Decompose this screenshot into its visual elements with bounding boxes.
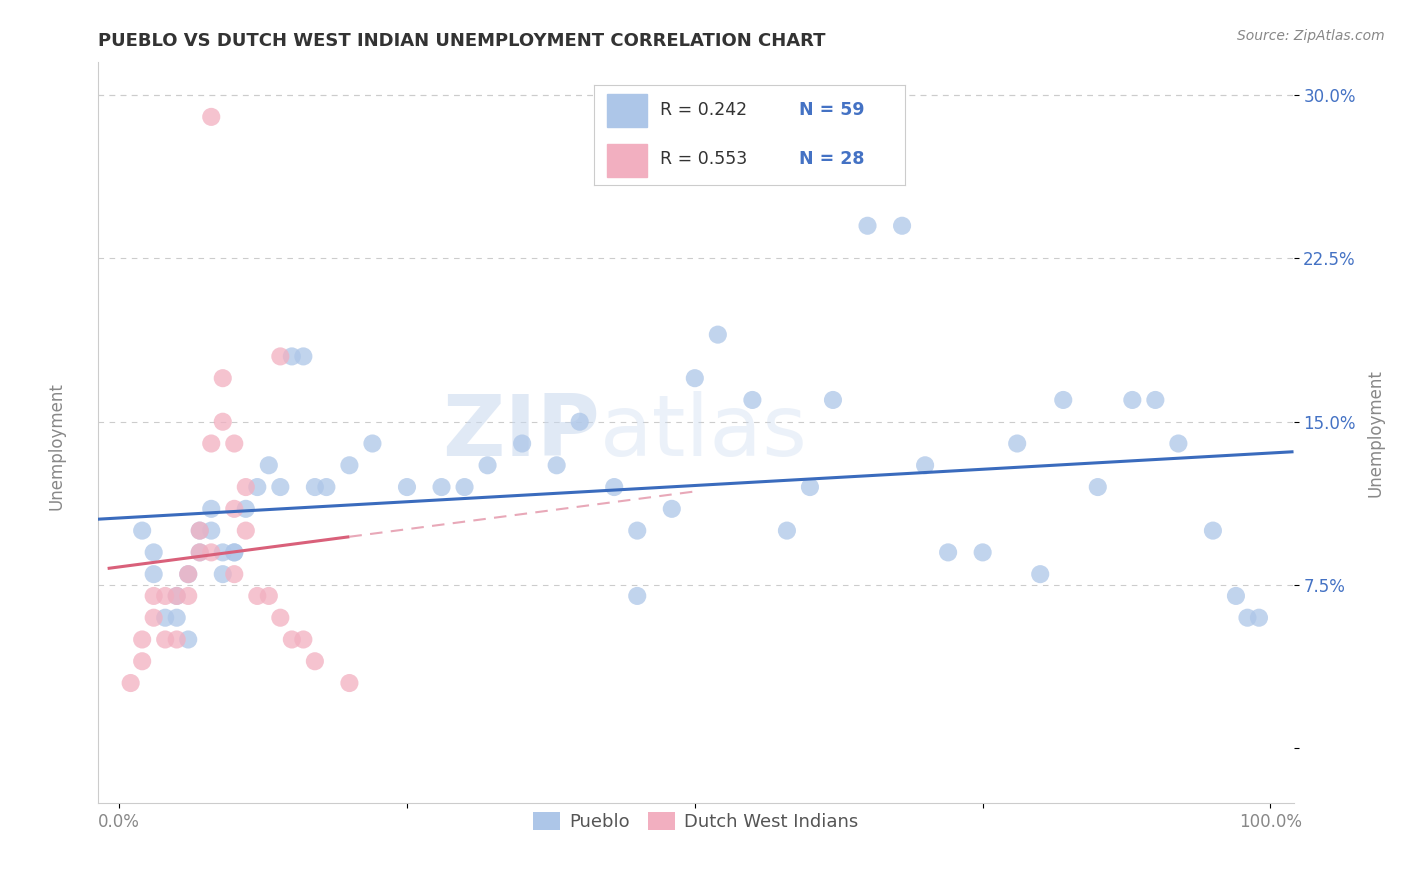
Point: [224, 545, 246, 559]
Point: [200, 545, 222, 559]
Point: [568, 415, 591, 429]
Point: [339, 676, 361, 690]
Point: [235, 501, 257, 516]
Point: [891, 219, 914, 233]
Point: [292, 632, 315, 647]
Point: [1236, 611, 1258, 625]
Point: [200, 436, 222, 450]
Point: [269, 480, 291, 494]
Text: Source: ZipAtlas.com: Source: ZipAtlas.com: [1237, 29, 1385, 43]
Point: [166, 611, 188, 625]
Point: [120, 676, 142, 690]
Point: [200, 501, 222, 516]
Point: [257, 458, 280, 473]
Point: [235, 524, 257, 538]
Point: [707, 327, 730, 342]
Point: [936, 545, 959, 559]
Point: [257, 589, 280, 603]
Point: [1052, 392, 1074, 407]
Point: [972, 545, 994, 559]
Point: [510, 436, 533, 450]
Point: [626, 589, 648, 603]
Point: [177, 567, 200, 582]
Point: [304, 480, 326, 494]
Point: [603, 480, 626, 494]
Point: [200, 524, 222, 538]
Point: [188, 524, 211, 538]
Text: PUEBLO VS DUTCH WEST INDIAN UNEMPLOYMENT CORRELATION CHART: PUEBLO VS DUTCH WEST INDIAN UNEMPLOYMENT…: [98, 32, 825, 50]
Point: [142, 567, 165, 582]
Point: [626, 524, 648, 538]
Point: [211, 371, 233, 385]
Point: [177, 632, 200, 647]
Point: [153, 632, 176, 647]
Point: [292, 350, 315, 364]
Point: [235, 480, 257, 494]
Point: [1144, 392, 1167, 407]
Point: [477, 458, 499, 473]
Point: [142, 589, 165, 603]
Point: [430, 480, 453, 494]
Point: [914, 458, 936, 473]
Point: [211, 545, 233, 559]
Point: [683, 371, 706, 385]
Point: [166, 632, 188, 647]
Point: [188, 545, 211, 559]
Y-axis label: Unemployment: Unemployment: [1367, 368, 1385, 497]
Point: [799, 480, 821, 494]
Point: [153, 589, 176, 603]
Text: ZIP: ZIP: [443, 391, 600, 475]
Point: [1225, 589, 1247, 603]
Point: [1005, 436, 1028, 450]
Point: [281, 632, 304, 647]
Point: [153, 611, 176, 625]
Point: [315, 480, 337, 494]
Point: [177, 589, 200, 603]
Point: [269, 611, 291, 625]
Point: [395, 480, 418, 494]
Point: [131, 654, 153, 668]
Point: [1121, 392, 1143, 407]
Legend: Pueblo, Dutch West Indians: Pueblo, Dutch West Indians: [526, 805, 866, 838]
Point: [1167, 436, 1189, 450]
Point: [166, 589, 188, 603]
Point: [856, 219, 879, 233]
Point: [281, 350, 304, 364]
Point: [142, 545, 165, 559]
Point: [453, 480, 475, 494]
Point: [177, 567, 200, 582]
Point: [1087, 480, 1109, 494]
Point: [1029, 567, 1052, 582]
Point: [188, 524, 211, 538]
Point: [200, 110, 222, 124]
Point: [142, 611, 165, 625]
Point: [131, 632, 153, 647]
Point: [224, 501, 246, 516]
Point: [224, 567, 246, 582]
Text: Unemployment: Unemployment: [48, 382, 65, 510]
Point: [776, 524, 799, 538]
Point: [246, 589, 269, 603]
Point: [224, 436, 246, 450]
Point: [821, 392, 844, 407]
Point: [131, 524, 153, 538]
Point: [1247, 611, 1270, 625]
Text: atlas: atlas: [600, 391, 808, 475]
Point: [269, 350, 291, 364]
Point: [361, 436, 384, 450]
Point: [211, 415, 233, 429]
Point: [661, 501, 683, 516]
Point: [211, 567, 233, 582]
Point: [546, 458, 568, 473]
Point: [188, 545, 211, 559]
Point: [339, 458, 361, 473]
Point: [224, 545, 246, 559]
Point: [304, 654, 326, 668]
Point: [246, 480, 269, 494]
Point: [166, 589, 188, 603]
Point: [1202, 524, 1225, 538]
Point: [741, 392, 763, 407]
